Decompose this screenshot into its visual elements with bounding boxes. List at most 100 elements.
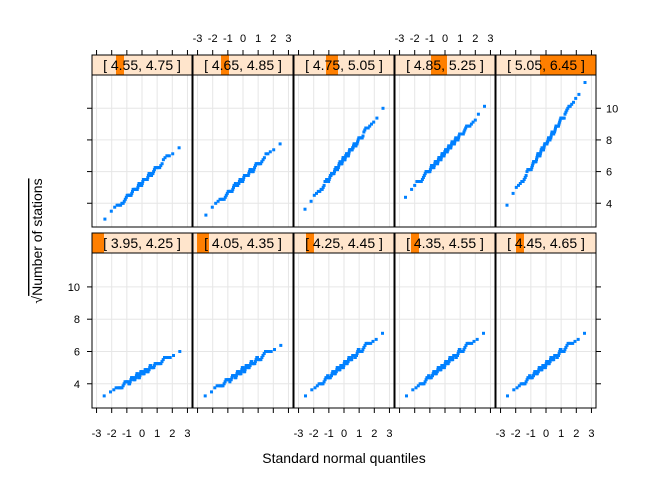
panel-points [304,331,384,398]
data-point [456,352,460,355]
data-point [246,364,250,368]
data-point [471,120,475,124]
y-axis-label-group: √Number of stations [29,178,45,303]
strip-border [192,232,294,254]
data-point [439,156,443,160]
strip-border [394,232,496,254]
data-point [342,362,346,366]
data-point [135,372,139,376]
data-point [233,374,237,378]
data-point [538,154,542,158]
x-axis-ticks: -3 -2 -1 0 1 2 3 [193,33,292,55]
data-point [265,350,269,353]
data-point [530,166,534,170]
data-point [552,132,556,136]
data-point [322,380,326,384]
strip: [ 4.65, 4.85 ] [192,54,294,76]
data-point [558,350,562,353]
data-point [225,191,229,195]
data-point [422,174,426,177]
data-point [381,331,384,335]
data-point [450,140,454,144]
data-point [357,348,361,351]
strip: [ 4.05, 4.35 ] [192,232,294,254]
x-axis-ticks [500,50,592,55]
data-point [353,356,357,359]
data-point [103,217,107,221]
data-point [253,164,257,168]
data-point [324,180,328,183]
data-point [576,337,580,341]
data-point [210,390,213,394]
data-point [354,144,358,148]
data-point [334,370,338,374]
data-point [468,124,472,128]
data-point [524,174,528,177]
panel-points [102,350,182,398]
data-point [555,356,559,359]
data-point [421,176,425,179]
data-point [462,348,466,351]
x-tick-label: -2 [107,428,117,440]
data-point [340,160,344,164]
data-point [249,168,253,172]
data-point [456,354,459,357]
data-point [562,350,566,353]
data-point [355,354,358,357]
data-point [446,362,450,366]
data-point [347,356,351,359]
data-point [113,205,117,209]
x-tick-label: 0 [442,33,448,45]
strip: [ 4.75, 5.05 ] [293,54,395,76]
x-tick-label: -1 [526,428,536,440]
x-axis-ticks [197,408,289,413]
data-point [213,386,217,390]
data-point [120,386,124,390]
panel-3: [ 4.75, 5.05 ] [293,54,395,228]
data-point [439,366,443,370]
data-point [215,384,219,388]
x-tick-label: 0 [139,428,145,440]
data-point [446,148,450,152]
data-point [552,356,556,359]
data-point [447,144,451,148]
data-point [483,104,486,108]
data-point [222,382,226,386]
data-point [355,352,359,355]
data-point [330,374,333,378]
x-tick-label: 2 [270,33,276,45]
data-point [164,356,168,359]
data-point [145,178,149,181]
data-point [251,170,255,174]
data-point [234,374,238,378]
data-point [360,136,364,140]
data-point [152,168,156,172]
panel-points [404,104,486,199]
data-point [363,128,367,132]
data-point [429,376,433,380]
panel-7: [ 4.05, 4.35 ] [192,232,294,409]
data-point [436,162,440,166]
data-point [136,185,140,189]
data-point [128,382,132,386]
strip-label: [ 5.05, 6.45 ] [507,57,585,73]
data-point [262,156,266,160]
strip: [ 4.25, 4.45 ] [293,232,395,254]
data-point [150,174,153,177]
data-point [356,350,360,353]
data-point [272,148,276,152]
data-point [330,372,334,376]
data-point [415,180,419,183]
x-axis-label: Standard normal quantiles [262,450,425,466]
data-point [436,160,440,164]
data-point [530,164,534,168]
data-point [268,150,272,154]
data-point [133,378,137,382]
data-point [267,350,271,353]
panel-2: [ 4.65, 4.85 ] [192,54,294,228]
x-tick-label: 0 [240,33,246,45]
data-point [318,189,322,193]
data-point [583,81,587,84]
data-point [458,348,462,351]
data-point [248,364,252,368]
